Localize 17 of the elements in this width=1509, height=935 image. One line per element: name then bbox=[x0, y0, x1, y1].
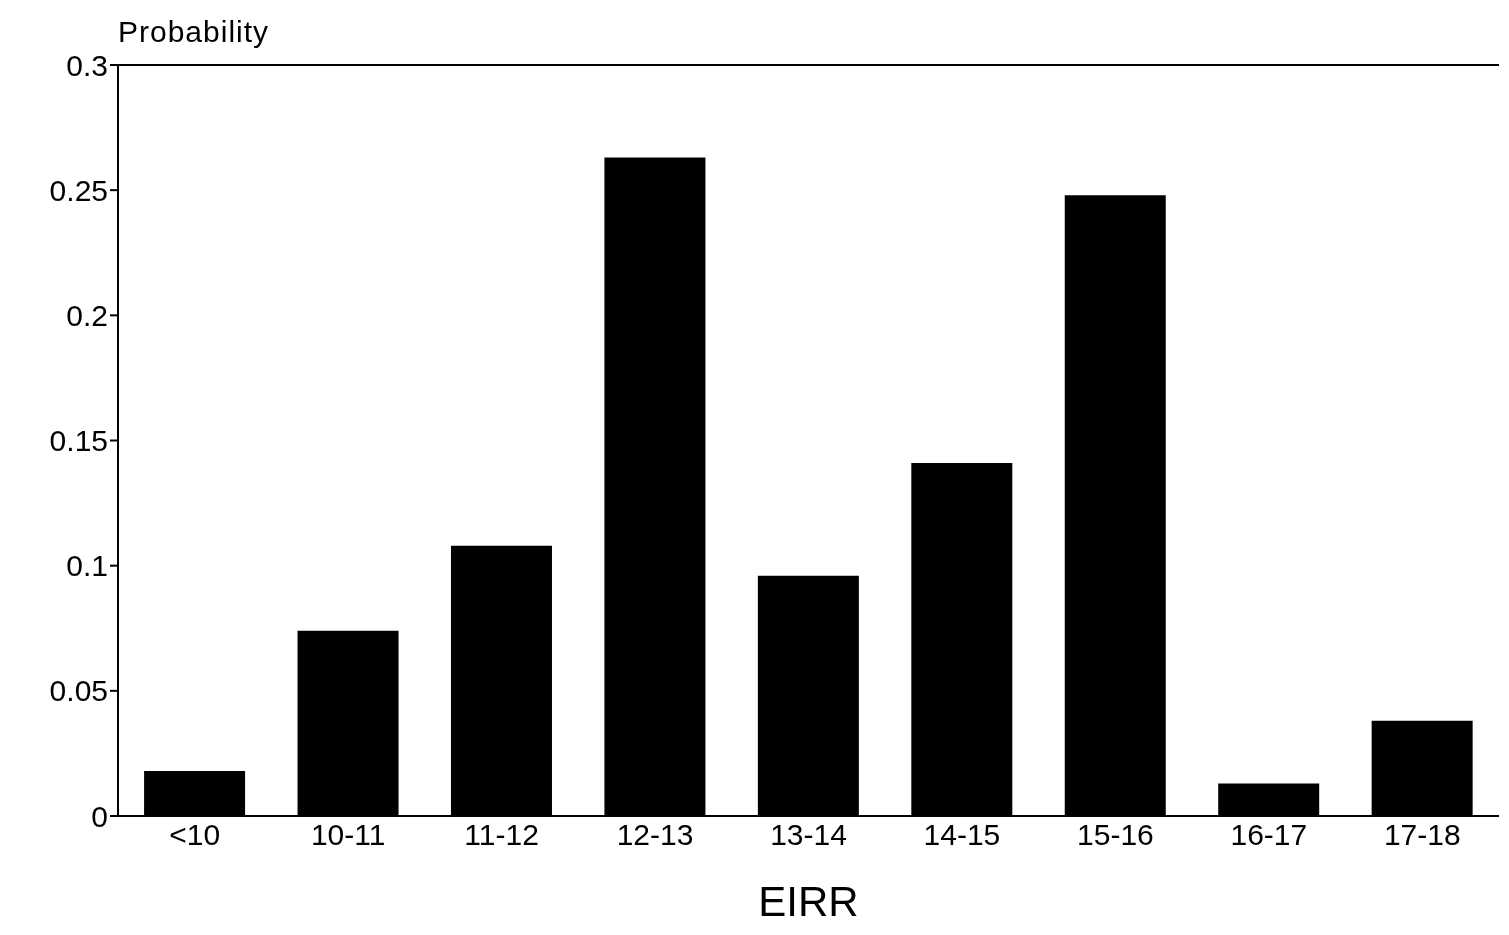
y-tick-label: 0 bbox=[91, 799, 108, 833]
x-tick-label: 15-16 bbox=[1077, 818, 1154, 852]
y-tick-label: 0.1 bbox=[66, 549, 108, 583]
y-tick-label: 0.05 bbox=[49, 674, 108, 708]
x-tick-label: 12-13 bbox=[616, 818, 694, 852]
x-tick-label: 16-17 bbox=[1230, 818, 1308, 852]
y-tick-label: 0.2 bbox=[66, 298, 108, 332]
x-axis-title: EIRR bbox=[758, 878, 859, 925]
y-tick-label: 0.15 bbox=[49, 424, 108, 458]
x-tick-label: 13-14 bbox=[770, 818, 847, 852]
x-tick-label: <10 bbox=[169, 818, 221, 852]
x-tick-label: 17-18 bbox=[1383, 818, 1461, 852]
y-axis-title: Probability bbox=[118, 15, 270, 48]
x-tick-label: 10-11 bbox=[310, 818, 386, 852]
x-tick-label: 14-15 bbox=[923, 818, 1001, 852]
x-tick-label: 11-12 bbox=[464, 818, 539, 852]
y-tick-label: 0.25 bbox=[49, 173, 108, 207]
